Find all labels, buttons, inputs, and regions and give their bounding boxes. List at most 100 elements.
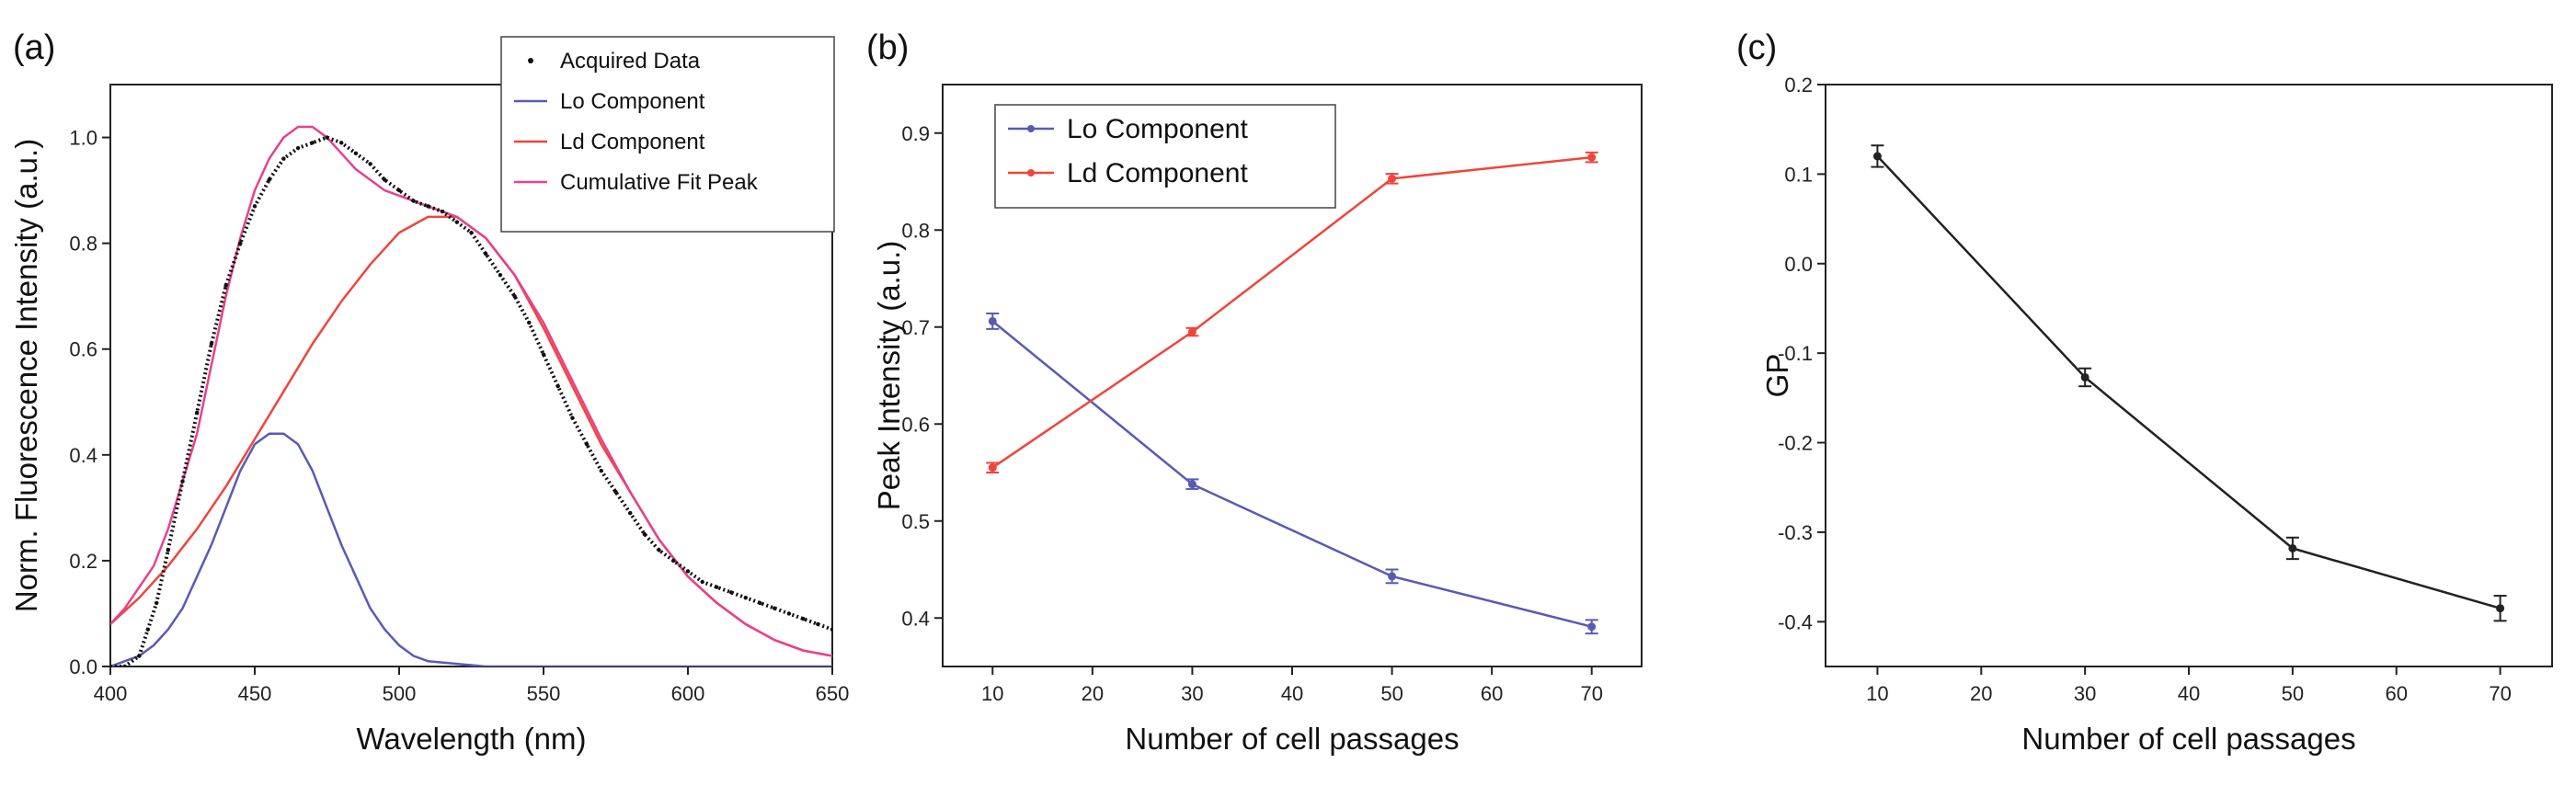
data-point bbox=[325, 135, 329, 140]
x-tick-label: 10 bbox=[1866, 682, 1888, 705]
data-point bbox=[137, 654, 142, 658]
x-tick-label: 600 bbox=[671, 682, 705, 705]
data-point bbox=[599, 468, 603, 473]
y-tick-label: -0.3 bbox=[1778, 521, 1813, 544]
data-point bbox=[816, 621, 820, 627]
x-tick-label: 400 bbox=[94, 682, 128, 705]
data-point bbox=[2496, 604, 2505, 613]
data-point bbox=[484, 251, 488, 256]
x-tick-label: 70 bbox=[1580, 682, 1602, 705]
x-axis-title: Number of cell passages bbox=[1125, 722, 1459, 756]
data-point bbox=[715, 585, 719, 589]
x-tick-label: 60 bbox=[1481, 682, 1503, 705]
data-point bbox=[411, 199, 416, 203]
y-tick-label: 0.2 bbox=[69, 550, 97, 573]
data-point bbox=[988, 463, 997, 473]
data-point bbox=[1388, 174, 1397, 183]
data-point bbox=[223, 283, 228, 288]
data-point bbox=[1187, 480, 1196, 489]
y-axis-title: Peak Intensity (a.u.) bbox=[872, 241, 906, 510]
data-point bbox=[267, 177, 271, 182]
data-point bbox=[310, 141, 315, 145]
data-point bbox=[281, 156, 286, 161]
data-point bbox=[209, 341, 214, 347]
data-point bbox=[758, 600, 762, 606]
data-point bbox=[628, 510, 633, 516]
data-point bbox=[426, 204, 430, 209]
y-tick-label: 0.2 bbox=[1784, 74, 1813, 97]
x-tick-label: 50 bbox=[2282, 682, 2304, 705]
data-point bbox=[252, 204, 258, 209]
x-tick-label: 40 bbox=[1281, 682, 1303, 705]
data-point bbox=[801, 617, 806, 621]
x-tick-label: 20 bbox=[1082, 682, 1104, 705]
data-point bbox=[1388, 572, 1397, 581]
data-point bbox=[671, 558, 676, 564]
y-tick-label: 0.8 bbox=[69, 233, 97, 256]
x-tick-label: 500 bbox=[383, 682, 417, 705]
data-point bbox=[700, 579, 704, 585]
y-tick-label: -0.2 bbox=[1778, 432, 1813, 455]
data-point bbox=[155, 600, 159, 606]
y-tick-label: 0.6 bbox=[69, 338, 97, 361]
panel-label: (c) bbox=[1736, 28, 1777, 67]
y-tick-label: -0.4 bbox=[1778, 610, 1813, 633]
legend-label: Lo Component bbox=[560, 89, 705, 114]
data-point bbox=[440, 209, 445, 214]
data-point bbox=[728, 590, 734, 595]
series-lo-component-line bbox=[110, 432, 832, 666]
series-ld-component-line bbox=[991, 155, 1592, 469]
data-point bbox=[383, 177, 387, 182]
data-point bbox=[2288, 543, 2297, 552]
panel-a: 400 450 500 550 600 650 0.0 0.2 0.4 0.6 0.8 1.0 Wave… bbox=[9, 28, 849, 756]
data-point bbox=[830, 627, 832, 632]
legend-marker bbox=[1027, 125, 1035, 132]
data-point bbox=[1587, 153, 1597, 162]
panel-label: (a) bbox=[13, 28, 55, 67]
data-point bbox=[1587, 622, 1597, 632]
panel-b: 10 20 30 40 50 60 70 0.4 0.5 0.6 0.7 0.8 0.9 Number o… bbox=[866, 28, 1643, 756]
data-point bbox=[685, 569, 691, 574]
data-point bbox=[238, 241, 243, 245]
data-point bbox=[454, 220, 459, 224]
y-tick-label: 0.7 bbox=[901, 316, 930, 339]
data-point bbox=[368, 162, 372, 166]
y-axis-title: GP bbox=[1760, 354, 1794, 398]
panel-c: 10 20 30 40 50 60 70 0.2 0.1 0.0 -0.1 -0.2 -0.3 -0.4 N… bbox=[1736, 28, 2553, 756]
x-tick-label: 30 bbox=[2074, 682, 2096, 705]
series-acquired-data-line bbox=[110, 135, 832, 666]
data-point bbox=[145, 627, 151, 632]
x-tick-label: 450 bbox=[238, 682, 272, 705]
legend-label: Ld Component bbox=[1067, 158, 1248, 188]
x-axis-title: Wavelength (nm) bbox=[356, 722, 586, 756]
data-point bbox=[122, 664, 127, 666]
series-lo-component-line bbox=[991, 320, 1593, 628]
panel-label: (b) bbox=[866, 28, 909, 67]
data-point bbox=[773, 606, 777, 610]
data-point bbox=[295, 145, 301, 151]
data-point bbox=[555, 383, 560, 389]
x-tick-label: 10 bbox=[981, 682, 1003, 705]
x-tick-label: 20 bbox=[1970, 682, 1992, 705]
data-point bbox=[469, 230, 474, 235]
legend-label: Acquired Data bbox=[560, 49, 701, 74]
legend-label: Ld Component bbox=[560, 130, 705, 154]
data-point bbox=[642, 531, 647, 537]
y-tick-label: 0.4 bbox=[901, 607, 930, 630]
x-tick-label: 50 bbox=[1380, 682, 1402, 705]
data-point bbox=[1187, 327, 1196, 336]
x-tick-label: 650 bbox=[816, 682, 850, 705]
data-point bbox=[541, 352, 546, 357]
data-point bbox=[584, 442, 590, 447]
plot-area bbox=[110, 125, 832, 666]
series-gp-line bbox=[1876, 155, 2501, 609]
data-point bbox=[786, 611, 792, 616]
y-axis-title: Norm. Fluorescence Intensity (a.u.) bbox=[9, 139, 43, 612]
y-tick-label: 0.0 bbox=[1784, 253, 1813, 276]
x-axis-title: Number of cell passages bbox=[2021, 722, 2355, 756]
x-tick-label: 60 bbox=[2385, 682, 2407, 705]
data-point bbox=[512, 293, 517, 299]
x-tick-label: 30 bbox=[1181, 682, 1203, 705]
legend-box bbox=[500, 36, 835, 233]
y-tick-label: 0.0 bbox=[69, 655, 97, 678]
